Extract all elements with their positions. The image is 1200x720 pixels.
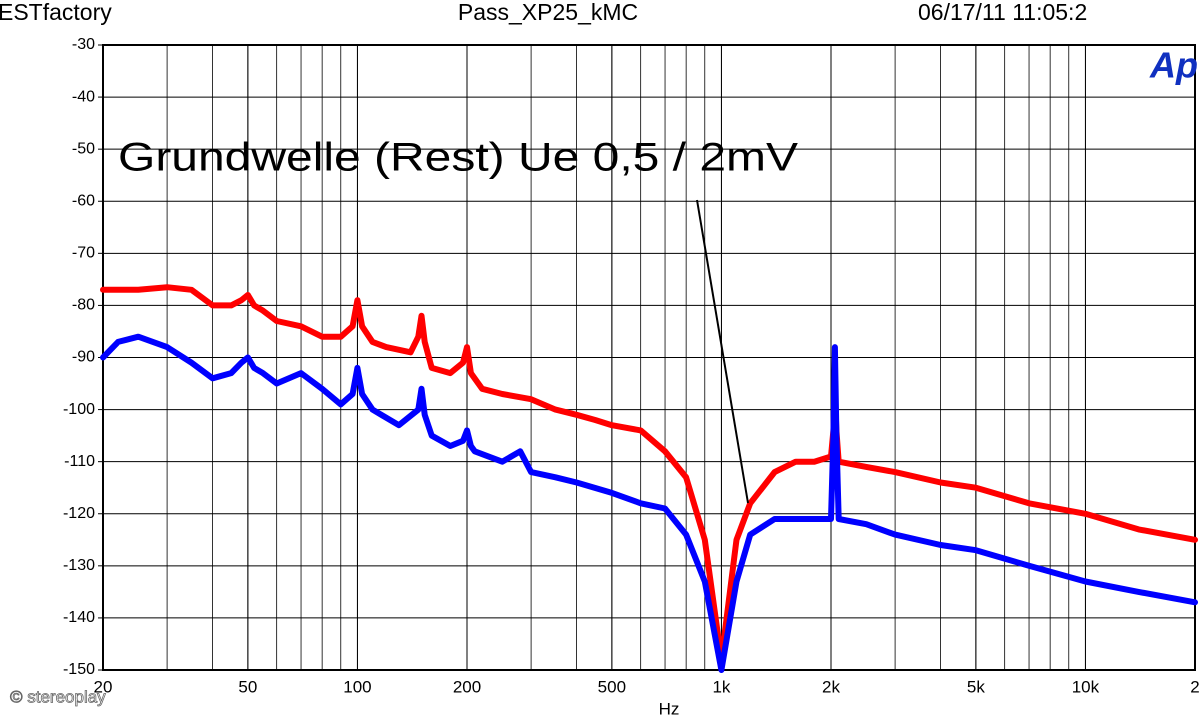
x-tick-label: 500 <box>598 677 626 696</box>
watermark: © stereoplay <box>10 687 106 706</box>
annotation-line <box>696 199 749 504</box>
header-right: 06/17/11 11:05:2 <box>918 0 1087 25</box>
y-tick-label: -50 <box>72 140 95 157</box>
x-tick-label: 20 <box>94 677 113 696</box>
logo: Ap <box>1149 45 1198 86</box>
x-tick-label: 5k <box>967 677 985 696</box>
x-tick-label: 50 <box>238 677 257 696</box>
x-tick-label: 2 <box>1190 677 1199 696</box>
y-tick-label: -120 <box>63 505 95 522</box>
y-tick-label: -30 <box>72 36 95 53</box>
x-tick-label: 1k <box>712 677 730 696</box>
annotation: Grundwelle (Rest) Ue 0,5 / 2mV <box>118 136 798 180</box>
y-tick-label: -110 <box>64 453 95 470</box>
x-tick-label: 2k <box>822 677 840 696</box>
x-axis-label: Hz <box>659 699 680 718</box>
y-tick-label: -60 <box>72 192 95 209</box>
y-tick-label: -90 <box>72 349 95 366</box>
header-center: Pass_XP25_kMC <box>458 0 638 25</box>
data-line <box>100 333 1198 673</box>
y-tick-label: -40 <box>72 88 95 105</box>
x-tick-label: 100 <box>343 677 371 696</box>
y-tick-label: -140 <box>63 609 95 626</box>
x-tick-label: 200 <box>453 677 481 696</box>
y-tick-label: -130 <box>63 557 95 574</box>
plot-area: -30 -40 -50 -60 -70 -80 -90 -100 -110 -120 -130 -14… <box>63 36 1200 696</box>
header-left: ESTfactory <box>0 0 112 25</box>
y-tick-label: -70 <box>72 245 95 262</box>
x-tick-label: 10k <box>1072 677 1100 696</box>
y-tick-label: -80 <box>72 297 95 314</box>
y-tick-label: -150 <box>63 661 95 678</box>
y-tick-label: -100 <box>63 401 95 418</box>
